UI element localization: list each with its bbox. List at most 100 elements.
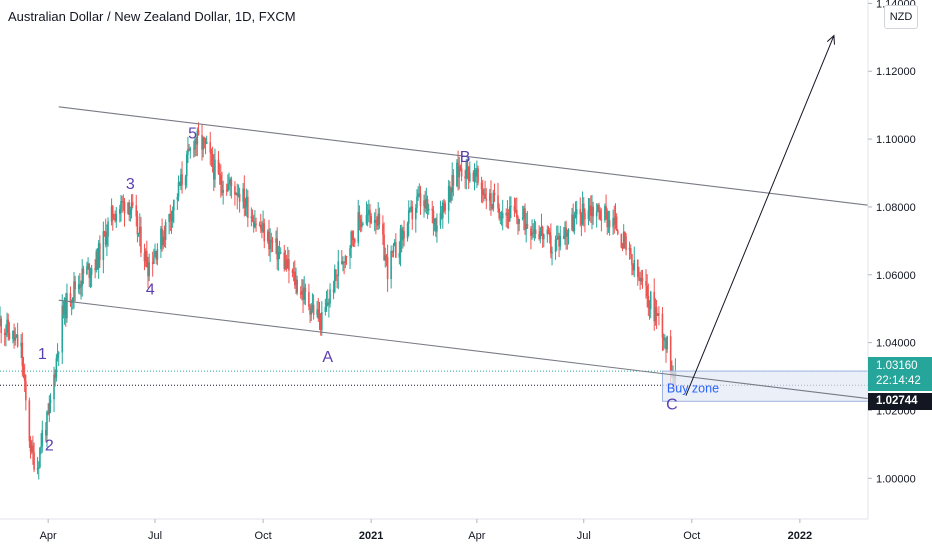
candle: [666, 335, 668, 353]
candle: [584, 208, 586, 233]
candle-body: [604, 206, 606, 221]
candle: [624, 231, 626, 249]
candle: [0, 315, 2, 344]
candle-body: [526, 223, 529, 229]
candle-body: [531, 232, 533, 236]
candle-body: [481, 189, 484, 196]
candle-body: [353, 238, 356, 243]
candle: [588, 198, 591, 222]
candle: [164, 219, 167, 248]
candle-body: [366, 213, 369, 215]
candle: [77, 275, 80, 294]
candle-body: [534, 229, 537, 235]
candle-body: [169, 213, 172, 220]
candle: [235, 192, 237, 195]
candle-body: [295, 279, 297, 286]
candle-body: [508, 206, 511, 222]
candle: [597, 203, 599, 213]
drawings-layer: Buy zone: [58, 34, 869, 402]
candle-body: [252, 221, 255, 228]
wave-label-a: A: [322, 349, 333, 366]
candle-body: [395, 242, 397, 258]
candle-body: [343, 261, 345, 263]
candle: [493, 183, 496, 202]
candle-body: [559, 235, 562, 247]
channel-upper-line: [58, 106, 869, 206]
candle: [333, 264, 336, 294]
candle-body: [278, 251, 281, 253]
candle-body: [612, 217, 614, 228]
candle-body: [497, 195, 499, 209]
candle-body: [492, 192, 495, 209]
candle-body: [465, 162, 468, 179]
candle: [369, 203, 371, 229]
candle-body: [222, 190, 224, 193]
candle: [310, 302, 313, 322]
candle: [488, 188, 491, 211]
candle: [350, 230, 352, 259]
candle-body: [72, 297, 74, 302]
candle-body: [342, 261, 344, 264]
candle: [316, 300, 318, 318]
candle: [254, 210, 256, 229]
time-axis[interactable]: Apr Jul Oct 2021 Apr Jul Oct 2022: [0, 518, 868, 550]
candle-body: [442, 202, 444, 219]
candle-body: [212, 166, 215, 180]
candle-body: [592, 206, 594, 217]
candle-body: [171, 210, 174, 222]
candle-body: [620, 233, 623, 248]
wave-label-1: 1: [38, 346, 47, 363]
price-axis[interactable]: 1.000001.020001.040001.060001.080001.100…: [867, 0, 932, 550]
candle: [613, 205, 616, 234]
time-tick-label: Apr: [468, 530, 485, 542]
wave-label-2: 2: [45, 437, 54, 454]
price-tick-label: 1.12000: [876, 66, 916, 78]
candle-body: [525, 223, 528, 230]
candle-body: [94, 268, 96, 271]
candle-body: [540, 226, 543, 232]
candle-body: [54, 374, 57, 378]
candle-body: [649, 291, 652, 310]
candle-body: [21, 342, 24, 366]
wave-label-3: 3: [126, 176, 135, 193]
candle-body: [414, 207, 417, 220]
candle-body: [449, 185, 451, 201]
candle: [567, 228, 570, 245]
candle: [343, 261, 345, 275]
time-tick-label: Jul: [148, 530, 162, 542]
candle: [580, 212, 583, 237]
candle: [357, 199, 360, 247]
candle-body: [270, 239, 273, 241]
candle-body: [464, 176, 466, 179]
candle: [547, 226, 550, 235]
candle: [653, 278, 656, 331]
candle-body: [554, 239, 557, 253]
projection-arrowhead: [826, 34, 835, 45]
candle: [465, 158, 468, 190]
candle-body: [164, 222, 167, 240]
candle-body: [177, 182, 180, 198]
candle-body: [144, 251, 147, 262]
candle-body: [329, 289, 331, 304]
candle: [107, 217, 109, 247]
currency-button[interactable]: NZD: [884, 5, 918, 29]
candle: [263, 218, 266, 249]
candle: [518, 218, 520, 232]
candle-body: [283, 252, 286, 269]
candle: [498, 203, 500, 221]
candle-body: [403, 231, 405, 239]
candle-body: [254, 223, 256, 228]
candle-body: [82, 268, 85, 275]
candle: [291, 268, 294, 278]
candle: [443, 198, 445, 213]
candle: [302, 279, 304, 314]
candle-body: [66, 293, 68, 319]
candle: [621, 242, 624, 252]
candle: [573, 211, 576, 235]
candle: [261, 221, 263, 239]
candle: [308, 283, 310, 311]
candle-body: [417, 193, 419, 197]
candle-body: [447, 185, 450, 211]
candle: [417, 186, 419, 201]
